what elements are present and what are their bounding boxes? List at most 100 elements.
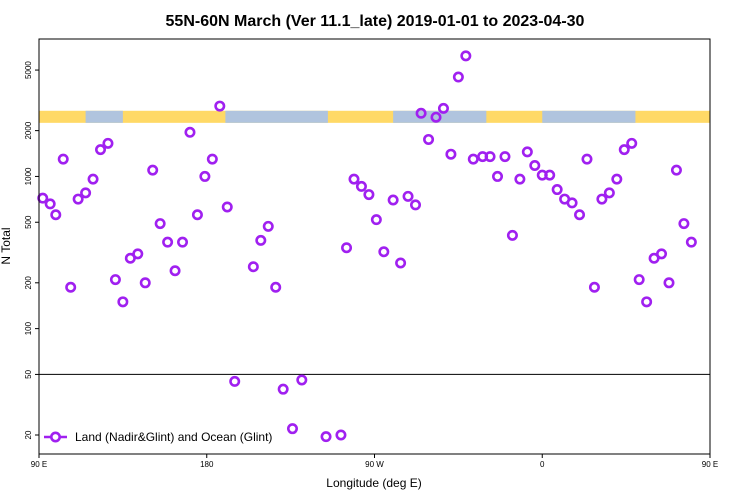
data-point <box>296 374 308 386</box>
data-point <box>44 198 56 210</box>
data-point <box>87 173 99 185</box>
data-point <box>169 265 181 277</box>
y-tick-label: 5000 <box>24 61 33 79</box>
data-points <box>37 50 697 443</box>
data-point <box>544 169 556 181</box>
data-point <box>221 201 233 213</box>
data-point <box>95 144 107 156</box>
data-point <box>506 229 518 241</box>
data-point <box>678 218 690 230</box>
data-point <box>139 277 151 289</box>
data-point <box>445 148 457 160</box>
legend: Land (Nadir&Glint) and Ocean (Glint) <box>44 430 272 444</box>
data-point <box>618 144 630 156</box>
data-point <box>663 277 675 289</box>
data-point <box>162 236 174 248</box>
data-point <box>460 50 472 62</box>
land-ocean-band <box>39 110 710 123</box>
data-point <box>378 246 390 258</box>
data-point <box>199 170 211 182</box>
data-point <box>521 146 533 158</box>
y-tick-label: 100 <box>24 321 33 335</box>
data-point <box>581 153 593 165</box>
y-tick-label: 2000 <box>24 121 33 139</box>
data-point <box>177 236 189 248</box>
data-point <box>430 111 442 123</box>
data-point <box>355 180 367 192</box>
x-tick-label: 180 <box>200 460 214 469</box>
data-point <box>335 429 347 441</box>
data-point <box>596 193 608 205</box>
data-point <box>641 296 653 308</box>
y-axis: 20 50 100 200 500 1000 2000 5000 <box>24 61 39 439</box>
y-tick-label: 20 <box>24 430 33 439</box>
data-point <box>255 234 267 246</box>
data-point <box>154 218 166 230</box>
data-point <box>484 151 496 163</box>
x-tick-label: 90 W <box>365 460 384 469</box>
data-point <box>423 133 435 145</box>
data-point <box>395 257 407 269</box>
data-point <box>387 194 399 206</box>
data-point <box>370 214 382 226</box>
y-tick-label: 500 <box>24 215 33 229</box>
chart-title: 55N-60N March (Ver 11.1_late) 2019-01-01… <box>166 13 585 30</box>
data-point <box>262 220 274 232</box>
data-point <box>57 153 69 165</box>
data-point <box>72 193 84 205</box>
y-axis-label: N Total <box>0 227 13 264</box>
data-point <box>410 199 422 211</box>
data-point <box>184 126 196 138</box>
data-point <box>270 281 282 293</box>
data-point <box>363 189 375 201</box>
data-point <box>341 242 353 254</box>
data-point <box>514 173 526 185</box>
data-point <box>132 248 144 260</box>
data-point <box>670 164 682 176</box>
data-point <box>109 274 121 286</box>
data-point <box>685 236 697 248</box>
data-point <box>467 153 479 165</box>
data-point <box>80 187 92 199</box>
data-point <box>65 281 77 293</box>
data-point <box>551 184 563 196</box>
legend-marker <box>49 431 61 443</box>
data-point <box>574 209 586 221</box>
data-point <box>348 173 360 185</box>
data-point <box>626 137 638 149</box>
plot-frame <box>38 38 711 455</box>
data-point <box>191 209 203 221</box>
data-point <box>402 190 414 202</box>
data-point <box>247 261 259 273</box>
x-axis-label: Longitude (deg E) <box>326 476 421 490</box>
data-point <box>206 153 218 165</box>
y-tick-label: 1000 <box>24 167 33 185</box>
data-point <box>229 375 241 387</box>
y-tick-label: 200 <box>24 276 33 290</box>
land-segment <box>85 110 123 123</box>
x-tick-label: 0 <box>540 460 545 469</box>
data-point <box>529 159 541 171</box>
legend-label: Land (Nadir&Glint) and Ocean (Glint) <box>75 430 272 444</box>
data-point <box>277 383 289 395</box>
x-axis: 90 E 180 90 W 0 90 E <box>31 454 718 469</box>
data-point <box>603 187 615 199</box>
data-point <box>320 431 332 443</box>
data-point <box>588 281 600 293</box>
data-point <box>147 164 159 176</box>
x-tick-label: 90 E <box>31 460 47 469</box>
data-point <box>566 197 578 209</box>
data-point <box>415 107 427 119</box>
data-point <box>437 102 449 114</box>
land-segment <box>225 110 328 123</box>
data-point <box>214 100 226 112</box>
data-point <box>656 248 668 260</box>
land-segment <box>542 110 636 123</box>
data-point <box>50 209 62 221</box>
data-point <box>499 151 511 163</box>
data-point <box>633 274 645 286</box>
x-tick-label: 90 E <box>702 460 718 469</box>
data-point <box>611 173 623 185</box>
data-point <box>102 137 114 149</box>
